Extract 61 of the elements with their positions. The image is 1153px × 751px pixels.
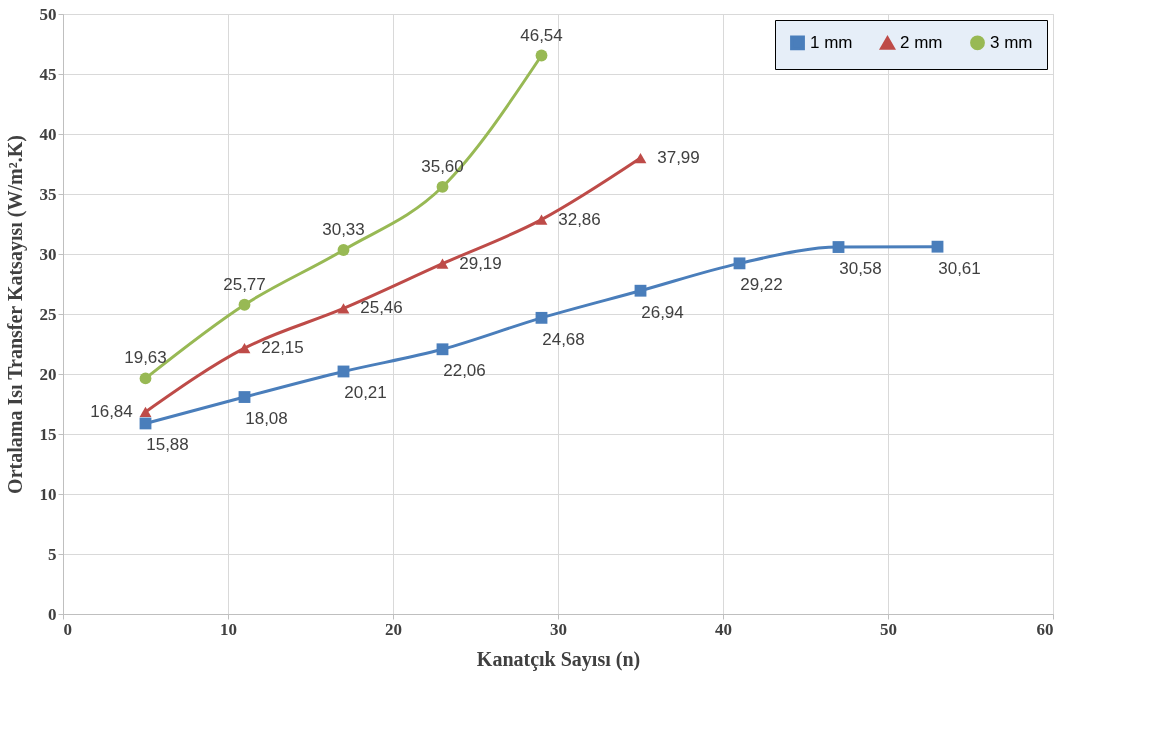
point (832, 241, 845, 253)
x-tick-label: 60 (1036, 619, 1054, 639)
data-label: 20,21 (344, 383, 387, 403)
y-tick-label: 5 (48, 544, 57, 564)
data-label: 46,54 (520, 25, 563, 45)
y-tick-label: 20 (39, 364, 57, 384)
data-label: 22,06 (443, 361, 486, 381)
point (337, 244, 350, 256)
point (535, 214, 548, 225)
data-label: 25,77 (223, 274, 266, 294)
data-label: 15,88 (146, 435, 189, 455)
point (535, 311, 548, 324)
data-label: 22,15 (261, 338, 304, 358)
data-label: 19,63 (124, 348, 167, 368)
point (931, 240, 944, 253)
y-tick-label: 30 (39, 244, 57, 264)
point (238, 298, 251, 311)
data-label: 16,84 (90, 401, 133, 421)
point (139, 406, 152, 418)
data-label: 30,58 (839, 259, 882, 279)
point (634, 284, 647, 297)
point (436, 343, 449, 356)
data-label: 18,08 (245, 409, 288, 429)
data-label: 37,99 (657, 148, 700, 168)
data-label: 30,61 (938, 258, 981, 278)
point (733, 257, 746, 270)
y-tick-label: 50 (39, 4, 57, 24)
point (238, 391, 251, 403)
data-label: 35,60 (421, 156, 464, 176)
point (139, 372, 152, 385)
point (634, 153, 647, 164)
y-tick-label: 35 (39, 184, 57, 204)
legend-label: 1 mm (810, 32, 853, 52)
point (436, 258, 449, 269)
data-label: 29,19 (459, 253, 502, 273)
x-tick-label: 50 (880, 619, 897, 639)
data-label: 29,22 (740, 275, 783, 295)
y-tick-label: 25 (39, 304, 57, 324)
y-tick-label: 0 (48, 604, 57, 624)
y-tick-label: 40 (39, 124, 57, 144)
y-tick-label: 15 (39, 424, 57, 444)
y-tick-label: 10 (39, 484, 57, 504)
data-label: 32,86 (558, 209, 601, 229)
y-axis-title: Ortalama Isı Transfer Katsayısı (W/m².K) (3, 135, 27, 494)
data-label: 25,46 (360, 298, 403, 318)
data-label: 26,94 (641, 302, 684, 322)
point (535, 49, 548, 62)
x-tick-label: 20 (385, 619, 402, 639)
point (436, 180, 449, 193)
y-tick-label: 45 (39, 64, 57, 84)
data-label: 24,68 (542, 329, 585, 349)
legend-label: 3 mm (990, 32, 1033, 52)
x-tick-label: 40 (715, 619, 732, 639)
point (238, 343, 251, 354)
x-axis-title: Kanatçık Sayısı (n) (476, 647, 641, 671)
x-tick-label: 0 (63, 619, 72, 639)
x-tick-label: 10 (220, 619, 237, 639)
point (337, 303, 350, 314)
x-tick-label: 30 (550, 619, 567, 639)
legend-label: 2 mm (900, 33, 943, 53)
data-label: 30,33 (322, 220, 365, 240)
